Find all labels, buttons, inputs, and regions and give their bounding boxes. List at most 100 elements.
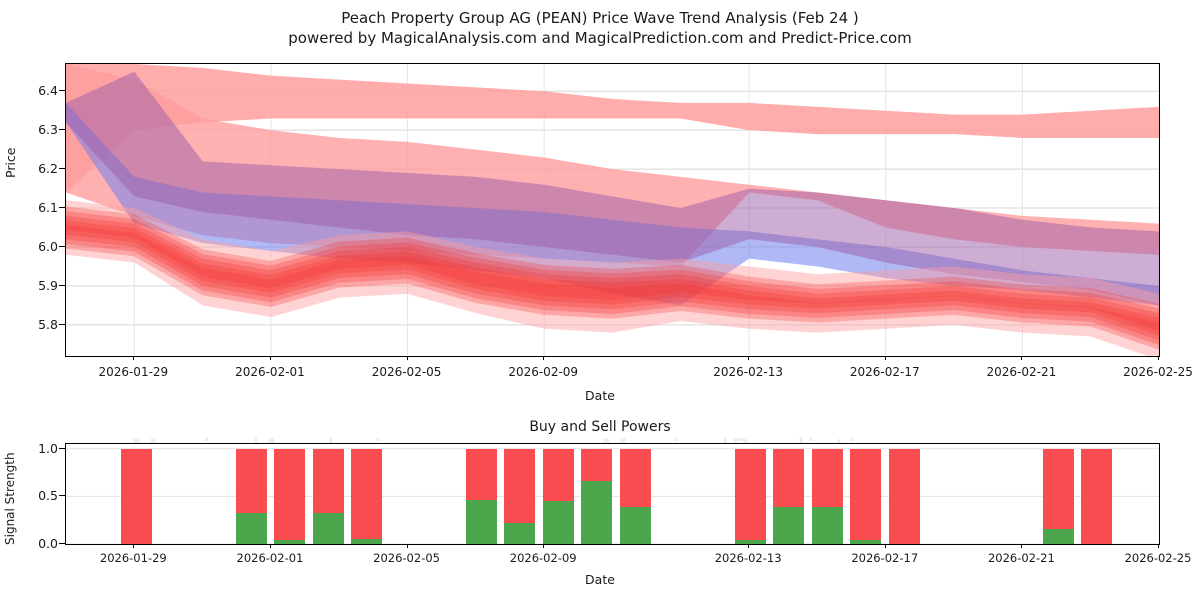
band-red-wave xyxy=(66,211,1159,336)
buy-power-segment xyxy=(812,506,843,544)
signal-bar[interactable] xyxy=(504,448,535,544)
price-y-tick-mark xyxy=(59,168,65,170)
signal-bar[interactable] xyxy=(543,448,574,544)
price-x-tick: 2026-02-21 xyxy=(986,365,1057,379)
signal-bar[interactable] xyxy=(236,448,267,544)
signal-bar[interactable] xyxy=(1043,448,1074,544)
buy-power-segment xyxy=(620,506,651,544)
price-x-tick-mark xyxy=(406,356,408,360)
signal-x-tick: 2026-01-29 xyxy=(99,551,167,565)
price-x-tick: 2026-02-09 xyxy=(508,365,579,379)
signal-x-tick: 2026-02-05 xyxy=(373,551,440,565)
sell-power-segment xyxy=(236,448,267,513)
price-y-tick-mark xyxy=(59,284,65,286)
sell-power-segment xyxy=(466,448,497,501)
price-x-axis-label: Date xyxy=(585,388,615,403)
signal-x-tick-mark xyxy=(133,544,135,548)
signal-y-tick-mark xyxy=(59,495,65,497)
band-red-wave xyxy=(66,215,1159,341)
signal-bar[interactable] xyxy=(812,448,843,544)
signal-chart-plot-area xyxy=(65,443,1160,545)
price-x-tick-mark xyxy=(1021,356,1023,360)
sell-power-segment xyxy=(620,448,651,507)
buy-power-segment xyxy=(543,501,574,544)
signal-y-tick-mark xyxy=(59,543,65,544)
price-chart-plot-area xyxy=(65,63,1160,357)
sell-power-segment xyxy=(313,448,344,513)
signal-bar[interactable] xyxy=(466,448,497,544)
signal-y-tick: 0.0 xyxy=(38,536,58,551)
signal-bar[interactable] xyxy=(1081,448,1112,544)
price-y-tick: 6.0 xyxy=(38,238,58,254)
sell-power-segment xyxy=(274,448,305,541)
price-y-tick: 6.2 xyxy=(38,161,58,177)
signal-x-tick-mark xyxy=(1021,544,1023,548)
price-y-tick-mark xyxy=(59,129,65,131)
buy-power-segment xyxy=(504,523,535,544)
title-line-2: powered by MagicalAnalysis.com and Magic… xyxy=(288,29,912,47)
price-x-tick-mark xyxy=(1158,356,1159,360)
signal-x-tick-mark xyxy=(543,544,545,548)
signal-bar[interactable] xyxy=(274,448,305,544)
buy-power-segment xyxy=(1043,528,1074,544)
signal-bar[interactable] xyxy=(313,448,344,544)
sell-power-segment xyxy=(850,448,881,541)
signal-x-tick-mark xyxy=(269,544,271,548)
price-y-tick-mark xyxy=(59,323,65,325)
price-y-tick: 6.4 xyxy=(38,83,58,99)
price-y-tick: 6.1 xyxy=(38,200,58,216)
signal-x-axis-label: Date xyxy=(585,572,615,587)
signal-bar[interactable] xyxy=(850,448,881,544)
price-y-tick-mark xyxy=(59,245,65,247)
price-y-tick: 6.3 xyxy=(38,122,58,138)
buy-power-segment xyxy=(773,506,804,544)
price-wave-bands xyxy=(66,64,1159,356)
buy-power-segment xyxy=(274,540,305,544)
signal-y-tick-mark xyxy=(59,447,65,449)
buy-power-segment xyxy=(313,512,344,544)
price-x-tick: 2026-01-29 xyxy=(98,365,169,379)
price-x-tick: 2026-02-25 xyxy=(1123,365,1193,379)
price-x-tick-mark xyxy=(748,356,750,360)
price-y-tick-mark xyxy=(59,207,65,209)
buy-power-segment xyxy=(735,540,766,544)
price-x-tick-mark xyxy=(884,356,886,360)
signal-x-tick: 2026-02-21 xyxy=(987,551,1055,565)
band-red-wave xyxy=(66,220,1159,346)
signal-x-tick: 2026-02-13 xyxy=(714,551,782,565)
sell-power-segment xyxy=(1081,448,1112,544)
buy-power-segment xyxy=(850,540,881,544)
signal-bar[interactable] xyxy=(121,448,152,544)
signal-x-tick-mark xyxy=(748,544,750,548)
sell-power-segment xyxy=(889,448,920,544)
sell-power-segment xyxy=(121,448,152,544)
price-x-tick-mark xyxy=(543,356,545,360)
sell-power-segment xyxy=(543,448,574,502)
signal-bar[interactable] xyxy=(889,448,920,544)
signal-x-tick-mark xyxy=(884,544,886,548)
sell-power-segment xyxy=(504,448,535,524)
signal-bar[interactable] xyxy=(581,448,612,544)
signal-chart-title: Buy and Sell Powers xyxy=(529,419,671,435)
signal-bar[interactable] xyxy=(620,448,651,544)
signal-x-tick-mark xyxy=(1158,544,1159,548)
price-x-tick: 2026-02-17 xyxy=(849,365,920,379)
signal-y-tick: 1.0 xyxy=(38,440,58,456)
sell-power-segment xyxy=(581,448,612,482)
signal-x-tick: 2026-02-25 xyxy=(1124,551,1192,565)
price-x-tick: 2026-02-05 xyxy=(371,365,442,379)
signal-y-tick: 0.5 xyxy=(38,488,58,504)
buy-power-segment xyxy=(581,481,612,544)
band-purple xyxy=(66,71,1159,306)
sell-power-segment xyxy=(351,448,382,540)
price-x-tick-mark xyxy=(133,356,135,360)
page-title: Peach Property Group AG (PEAN) Price Wav… xyxy=(0,8,1200,48)
price-y-tick: 5.9 xyxy=(38,277,58,293)
signal-bar[interactable] xyxy=(773,448,804,544)
sell-power-segment xyxy=(735,448,766,541)
sell-power-segment xyxy=(773,448,804,507)
price-x-tick: 2026-02-01 xyxy=(235,365,305,379)
signal-bar[interactable] xyxy=(735,448,766,544)
signal-bar[interactable] xyxy=(351,448,382,544)
